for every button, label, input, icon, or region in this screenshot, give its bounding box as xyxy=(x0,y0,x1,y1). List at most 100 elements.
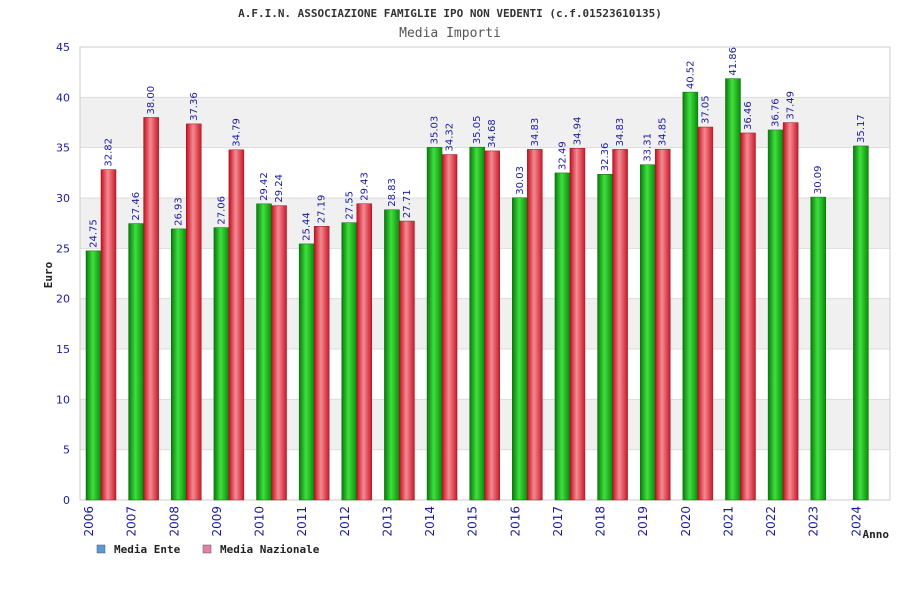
value-label: 27.55 xyxy=(344,191,355,220)
x-tick-label: 2008 xyxy=(167,506,181,537)
bar-media-nazionale-2008 xyxy=(186,123,202,501)
bar-media-nazionale-2021 xyxy=(740,132,756,501)
plot-band xyxy=(80,47,890,98)
bar-media-nazionale-2006 xyxy=(100,169,117,501)
value-label: 41.86 xyxy=(728,47,739,76)
x-tick-label: 2024 xyxy=(849,506,863,537)
value-label: 34.94 xyxy=(572,117,583,146)
value-label: 36.46 xyxy=(743,101,754,130)
bar-media-ente-2012 xyxy=(341,222,358,501)
bar-media-nazionale-2010 xyxy=(271,205,287,501)
y-tick-label: 5 xyxy=(63,444,70,457)
value-label: 27.46 xyxy=(131,192,142,221)
legend-label-media-ente: Media Ente xyxy=(114,543,181,556)
bar-media-nazionale-2014 xyxy=(441,154,458,501)
bar-media-ente-2010 xyxy=(256,203,272,501)
value-label: 28.83 xyxy=(387,178,398,207)
value-label: 34.32 xyxy=(445,123,456,152)
value-label: 29.42 xyxy=(259,172,270,201)
value-label: 37.36 xyxy=(189,92,200,121)
bar-media-nazionale-2018 xyxy=(612,149,628,501)
value-label: 26.93 xyxy=(174,197,185,226)
value-label: 35.17 xyxy=(856,114,867,143)
bar-media-ente-2013 xyxy=(384,209,400,501)
x-tick-label: 2019 xyxy=(636,506,650,537)
legend-swatch-media-nazionale xyxy=(202,544,212,554)
value-label: 36.76 xyxy=(771,98,782,127)
value-label: 30.03 xyxy=(515,166,526,195)
bar-media-nazionale-2020 xyxy=(697,126,714,501)
y-axis-ticks: 0 5 10 15 20 25 30 35 40 45 xyxy=(56,41,70,507)
bar-media-nazionale-2012 xyxy=(356,203,373,501)
value-label: 34.83 xyxy=(530,118,541,147)
bar-media-ente-2022 xyxy=(767,129,784,501)
x-tick-label: 2009 xyxy=(210,506,224,537)
value-label: 37.49 xyxy=(786,91,797,120)
bar-media-nazionale-2015 xyxy=(484,150,500,501)
x-tick-label: 2012 xyxy=(338,506,352,537)
bar-media-ente-2020 xyxy=(682,91,699,501)
bar-media-nazionale-2017 xyxy=(569,148,586,501)
y-tick-label: 20 xyxy=(56,293,70,306)
y-tick-label: 35 xyxy=(56,142,70,155)
x-tick-label: 2022 xyxy=(764,506,778,537)
y-tick-label: 15 xyxy=(56,343,70,356)
x-tick-label: 2020 xyxy=(679,506,693,537)
value-labels: 24.75 32.82 27.46 38.00 26.93 37.36 27.06 34.79… xyxy=(89,47,867,248)
x-axis-ticks: 2006 2007 2008 2009 2010 2011 2012 2013 2014 2015… xyxy=(82,506,863,537)
value-label: 27.71 xyxy=(402,189,413,218)
bar-media-nazionale-2009 xyxy=(228,149,245,501)
value-label: 27.19 xyxy=(317,195,328,224)
bar-media-nazionale-2011 xyxy=(313,226,330,501)
value-label: 34.68 xyxy=(487,119,498,148)
y-tick-label: 0 xyxy=(63,494,70,507)
legend-swatch-media-ente xyxy=(96,544,106,554)
value-label: 35.05 xyxy=(472,116,483,145)
value-label: 24.75 xyxy=(89,219,100,248)
y-axis-label: Euro xyxy=(42,261,55,288)
bar-media-ente-2023 xyxy=(810,196,826,501)
value-label: 34.85 xyxy=(658,118,669,147)
chart-subtitle: Media Importi xyxy=(399,26,501,41)
bar-media-nazionale-2007 xyxy=(143,117,159,501)
y-tick-label: 30 xyxy=(56,192,70,205)
bars-group xyxy=(85,78,869,501)
bar-media-ente-2011 xyxy=(298,243,315,501)
chart-title: A.F.I.N. ASSOCIAZIONE FAMIGLIE IPO NON V… xyxy=(238,7,662,20)
bar-media-ente-2006 xyxy=(85,250,102,501)
x-tick-label: 2007 xyxy=(125,506,139,537)
bar-media-ente-2008 xyxy=(171,228,187,501)
y-tick-label: 45 xyxy=(56,41,70,54)
value-label: 32.49 xyxy=(557,141,568,170)
x-tick-label: 2014 xyxy=(423,506,437,537)
x-tick-label: 2021 xyxy=(721,506,735,537)
value-label: 37.05 xyxy=(700,95,711,124)
bar-media-ente-2024 xyxy=(853,145,869,501)
x-tick-label: 2023 xyxy=(807,506,821,537)
bar-media-ente-2017 xyxy=(554,172,571,501)
value-label: 34.79 xyxy=(231,118,242,147)
value-label: 34.83 xyxy=(615,118,626,147)
bar-media-ente-2018 xyxy=(597,173,613,501)
y-tick-label: 25 xyxy=(56,242,70,255)
x-tick-label: 2013 xyxy=(380,506,394,537)
value-label: 27.06 xyxy=(216,196,227,225)
x-tick-label: 2018 xyxy=(594,506,608,537)
bar-media-ente-2021 xyxy=(725,78,741,501)
x-tick-label: 2011 xyxy=(295,506,309,537)
value-label: 32.36 xyxy=(600,143,611,172)
value-label: 29.24 xyxy=(274,174,285,203)
x-tick-label: 2010 xyxy=(253,506,267,537)
y-tick-label: 40 xyxy=(56,91,70,104)
value-label: 40.52 xyxy=(685,60,696,89)
value-label: 33.31 xyxy=(643,133,654,162)
bar-media-ente-2007 xyxy=(128,223,144,501)
y-tick-label: 10 xyxy=(56,393,70,406)
x-axis-label: Anno xyxy=(863,528,890,541)
bar-media-nazionale-2022 xyxy=(782,122,799,501)
value-label: 25.44 xyxy=(302,212,313,241)
legend: Media Ente Media Nazionale xyxy=(96,543,320,556)
value-label: 38.00 xyxy=(146,86,157,115)
bar-media-ente-2014 xyxy=(426,147,443,501)
